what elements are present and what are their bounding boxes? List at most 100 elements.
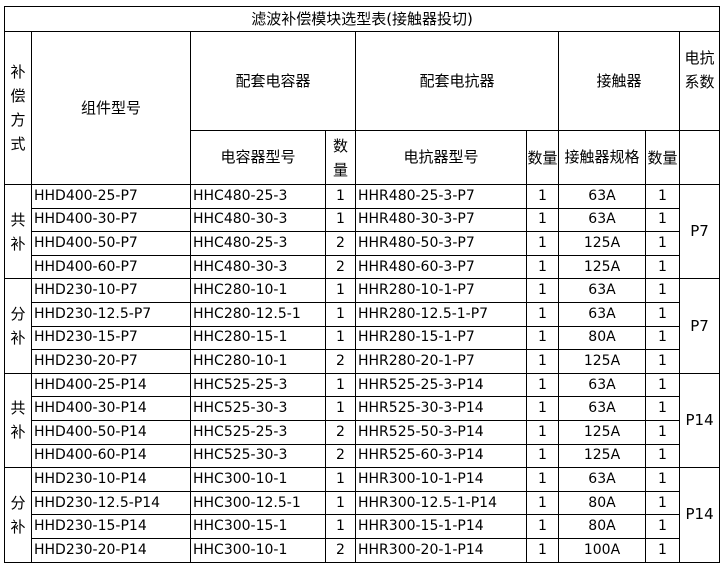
reactor-model: HHR480-25-3-P7 bbox=[355, 184, 527, 209]
compensation-mode: 共补 bbox=[4, 183, 32, 280]
reactor-qty: 1 bbox=[526, 396, 559, 421]
component-model: HHD400-25-P14 bbox=[31, 372, 191, 398]
capacitor-qty: 2 bbox=[325, 231, 356, 256]
component-model: HHD230-15-P14 bbox=[31, 514, 191, 539]
capacitor-model: HHC480-25-3 bbox=[190, 231, 326, 256]
capacitor-qty: 1 bbox=[325, 490, 356, 516]
header-contactor-qty: 数量 bbox=[645, 130, 680, 185]
reactor-qty: 1 bbox=[526, 231, 559, 256]
capacitor-qty: 2 bbox=[325, 349, 356, 374]
capacitor-qty: 1 bbox=[325, 278, 356, 303]
capacitor-qty: 1 bbox=[325, 372, 356, 398]
header-capacitor-qty: 数量 bbox=[325, 130, 356, 185]
header-coefficient: 电抗系数 bbox=[678, 31, 720, 131]
contactor-spec: 63A bbox=[558, 301, 646, 327]
capacitor-model: HHC300-15-1 bbox=[190, 514, 326, 539]
capacitor-model: HHC480-25-3 bbox=[190, 184, 326, 209]
component-model: HHD400-25-P7 bbox=[31, 184, 191, 209]
compensation-mode: 共补 bbox=[4, 372, 32, 469]
capacitor-qty: 1 bbox=[325, 184, 356, 209]
compensation-mode: 分补 bbox=[4, 467, 32, 563]
reactor-model: HHR480-50-3-P7 bbox=[355, 231, 527, 256]
component-model: HHD230-15-P7 bbox=[31, 325, 191, 351]
table-row: HHD400-60-P7 HHC480-30-3 2 HHR480-60-3-P7 1 1… bbox=[5, 254, 720, 280]
reactor-qty: 1 bbox=[526, 349, 559, 374]
table-row: HHD230-20-P14 HHC300-10-1 2 HHR300-20-1-P14… bbox=[5, 537, 720, 563]
table-row: 共补 HHD400-25-P7 HHC480-25-3 1 HHR480-25-3-P7… bbox=[4, 183, 720, 280]
table-row: HHD230-15-P14 HHC300-15-1 1 HHR300-15-1-P14… bbox=[5, 514, 720, 539]
capacitor-qty: 1 bbox=[325, 207, 356, 233]
reactor-qty: 1 bbox=[526, 301, 559, 327]
contactor-qty: 1 bbox=[645, 301, 680, 327]
component-model: HHD400-50-P14 bbox=[31, 419, 191, 445]
contactor-spec: 125A bbox=[558, 231, 646, 256]
contactor-spec: 63A bbox=[558, 278, 646, 303]
contactor-qty: 1 bbox=[645, 184, 680, 209]
contactor-qty: 1 bbox=[645, 443, 680, 469]
capacitor-qty: 2 bbox=[325, 443, 356, 469]
reactor-qty: 1 bbox=[526, 490, 559, 516]
reactance-coefficient: P14 bbox=[678, 372, 720, 469]
reactor-qty: 1 bbox=[526, 254, 559, 280]
contactor-spec: 80A bbox=[558, 325, 646, 351]
table-row: HHD230-12.5-P7 HHC280-12.5-1 1 HHR280-12.5-… bbox=[5, 301, 720, 327]
contactor-spec: 125A bbox=[558, 443, 646, 469]
table-row: HHD400-50-P14 HHC525-25-3 2 HHR525-50-3-P14… bbox=[5, 419, 720, 445]
reactor-model: HHR300-10-1-P14 bbox=[355, 467, 527, 492]
contactor-qty: 1 bbox=[645, 231, 680, 256]
contactor-qty: 1 bbox=[645, 396, 680, 421]
capacitor-qty: 1 bbox=[325, 396, 356, 421]
contactor-spec: 125A bbox=[558, 419, 646, 445]
table-row: HHD230-15-P7 HHC280-15-1 1 HHR280-15-1-P7 1 8… bbox=[5, 325, 720, 351]
reactor-qty: 1 bbox=[526, 207, 559, 233]
component-model: HHD400-50-P7 bbox=[31, 231, 191, 256]
header-model: 组件型号 bbox=[31, 31, 191, 185]
table-title: 滤波补偿模块选型表(接触器投切) bbox=[3, 6, 720, 32]
capacitor-qty: 1 bbox=[325, 467, 356, 492]
header-reactor-model: 电抗器型号 bbox=[355, 130, 527, 185]
capacitor-model: HHC525-30-3 bbox=[190, 443, 326, 469]
table-row: HHD400-30-P7 HHC480-30-3 1 HHR480-30-3-P7 1 6… bbox=[5, 207, 720, 233]
component-model: HHD230-12.5-P7 bbox=[31, 301, 191, 327]
contactor-spec: 80A bbox=[558, 514, 646, 539]
header-reactor-qty: 数量 bbox=[526, 130, 559, 185]
component-model: HHD400-60-P7 bbox=[31, 254, 191, 280]
capacitor-qty: 2 bbox=[325, 254, 356, 280]
table-row: HHD230-20-P7 HHC280-10-1 2 HHR280-20-1-P7 1 1… bbox=[5, 349, 720, 374]
contactor-spec: 125A bbox=[558, 349, 646, 374]
table-row: 分补 HHD230-10-P14 HHC300-10-1 1 HHR300-10-1-P… bbox=[4, 467, 720, 563]
capacitor-model: HHC525-30-3 bbox=[190, 396, 326, 421]
component-model: HHD230-10-P7 bbox=[31, 278, 191, 303]
reactor-model: HHR525-60-3-P14 bbox=[355, 443, 527, 469]
contactor-spec: 63A bbox=[558, 207, 646, 233]
reactor-model: HHR480-30-3-P7 bbox=[355, 207, 527, 233]
reactor-qty: 1 bbox=[526, 184, 559, 209]
reactor-model: HHR525-25-3-P14 bbox=[355, 372, 527, 398]
reactor-qty: 1 bbox=[526, 467, 559, 492]
table-row: 分补 HHD230-10-P7 HHC280-10-1 1 HHR280-10-1-P7… bbox=[4, 278, 720, 374]
contactor-qty: 1 bbox=[645, 537, 680, 563]
reactance-coefficient: P7 bbox=[678, 278, 720, 374]
component-model: HHD230-10-P14 bbox=[31, 467, 191, 492]
component-model: HHD230-12.5-P14 bbox=[31, 490, 191, 516]
reactor-qty: 1 bbox=[526, 419, 559, 445]
capacitor-qty: 2 bbox=[325, 537, 356, 563]
capacitor-model: HHC300-10-1 bbox=[190, 537, 326, 563]
reactor-model: HHR300-12.5-1-P14 bbox=[355, 490, 527, 516]
header-contactor-spec: 接触器规格 bbox=[558, 130, 646, 185]
contactor-spec: 63A bbox=[558, 184, 646, 209]
capacitor-model: HHC525-25-3 bbox=[190, 419, 326, 445]
capacitor-qty: 1 bbox=[325, 301, 356, 327]
contactor-spec: 100A bbox=[558, 537, 646, 563]
reactance-coefficient: P14 bbox=[678, 467, 720, 563]
capacitor-qty: 2 bbox=[325, 419, 356, 445]
reactor-qty: 1 bbox=[526, 325, 559, 351]
reactor-model: HHR525-30-3-P14 bbox=[355, 396, 527, 421]
reactor-model: HHR300-15-1-P14 bbox=[355, 514, 527, 539]
reactor-qty: 1 bbox=[526, 372, 559, 398]
table-row: HHD400-60-P14 HHC525-30-3 2 HHR525-60-3-P14… bbox=[5, 443, 720, 469]
capacitor-model: HHC525-25-3 bbox=[190, 372, 326, 398]
reactor-model: HHR300-20-1-P14 bbox=[355, 537, 527, 563]
reactance-coefficient: P7 bbox=[678, 183, 720, 280]
table-row: HHD400-50-P7 HHC480-25-3 2 HHR480-50-3-P7 1 1… bbox=[5, 231, 720, 256]
